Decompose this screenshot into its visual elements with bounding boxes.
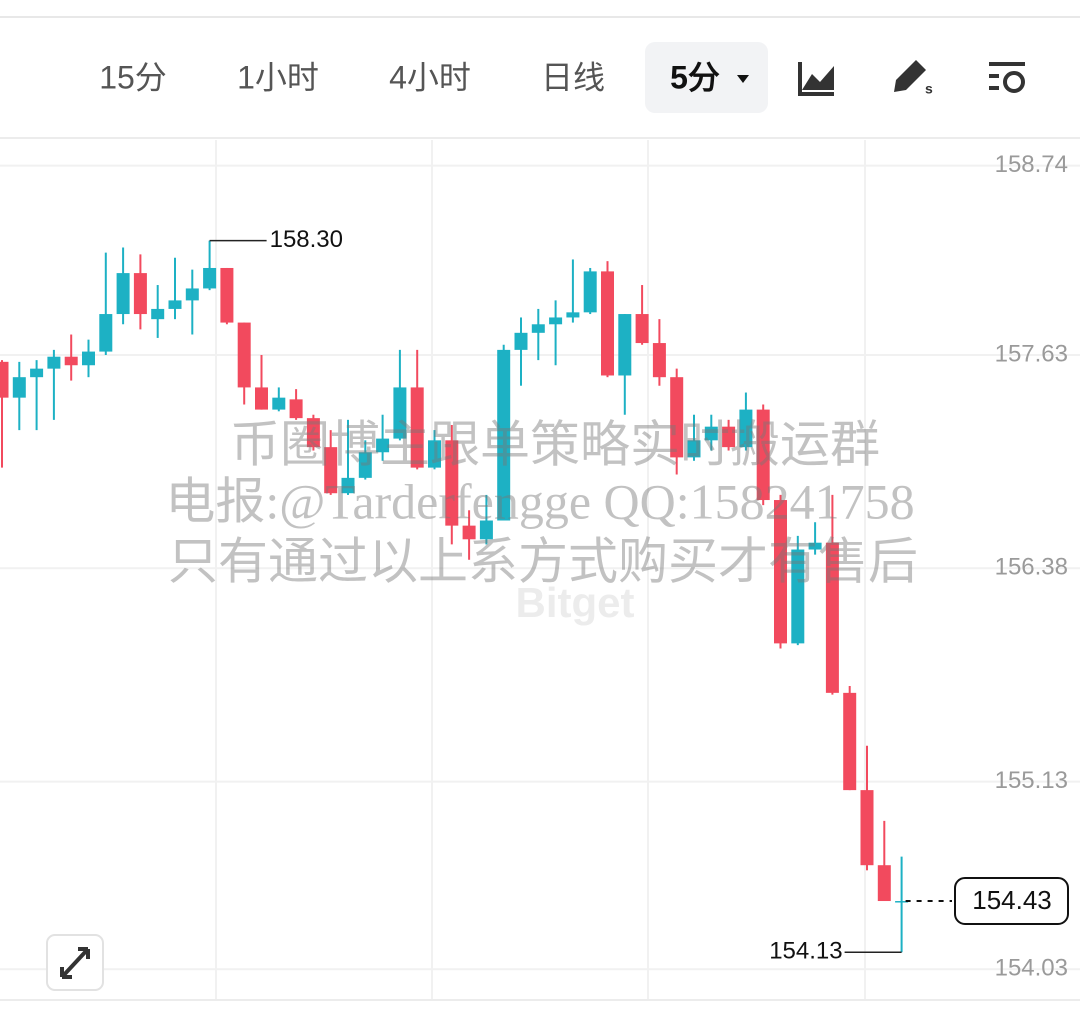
- candle-body: [428, 440, 441, 468]
- candle-body: [445, 440, 459, 526]
- candle-body: [825, 542, 839, 693]
- candle-body: [289, 399, 303, 419]
- timeframe-tab[interactable]: 4小时: [389, 59, 471, 95]
- candle-body: [358, 452, 372, 478]
- candle-body: [843, 692, 857, 791]
- candle-body: [739, 409, 753, 448]
- candle-body: [601, 271, 614, 376]
- candle-body: [774, 500, 787, 644]
- candle-body: [341, 477, 355, 494]
- settings-icon[interactable]: [989, 62, 1025, 93]
- timeframe-tab[interactable]: 日线: [541, 59, 605, 95]
- candle-body: [82, 351, 95, 366]
- candle-body: [306, 418, 320, 448]
- plot-area: 158.74 157.63 156.38 155.13 154.03 158.30 154.…: [0, 140, 1080, 1001]
- candle-body: [255, 387, 268, 410]
- candle-body: [0, 361, 9, 398]
- candle-body: [324, 447, 338, 494]
- watermark-line: 只有通过以上系方式购买才有售后: [168, 533, 918, 589]
- candle-body: [722, 426, 736, 448]
- last-price-label: 154.43: [972, 885, 1052, 915]
- candle-body: [687, 440, 701, 458]
- active-tab[interactable]: 5分: [670, 59, 720, 95]
- svg-text:s: s: [925, 81, 933, 97]
- candle-body: [30, 368, 44, 378]
- candle-body: [393, 387, 407, 439]
- candle-body: [670, 377, 684, 458]
- watermark-line: 币圈博主跟单策略实时搬运群: [230, 416, 880, 472]
- candle-body: [514, 332, 528, 350]
- candle-body: [410, 387, 424, 468]
- candle-body: [479, 520, 493, 540]
- candle-body: [583, 271, 597, 313]
- expand-button[interactable]: [46, 934, 104, 991]
- candle-body: [203, 267, 217, 289]
- watermark-line: 电报:@Tarderfengge QQ:158241758: [165, 473, 914, 529]
- candle-body: [756, 409, 770, 501]
- candle-body: [652, 343, 666, 378]
- candle-body: [185, 288, 199, 301]
- chart-type-icon[interactable]: [798, 62, 834, 96]
- candle-body: [168, 300, 182, 309]
- y-tick-label: 156.38: [995, 554, 1068, 581]
- max-marker-label: 158.30: [270, 226, 343, 253]
- candle-body: [151, 308, 165, 320]
- candle-body: [272, 397, 286, 410]
- watermark: 币圈博主跟单策略实时搬运群 电报:@Tarderfengge QQ:158241…: [165, 416, 918, 626]
- draw-tool-icon[interactable]: s: [894, 60, 933, 97]
- candle-body: [704, 426, 718, 441]
- y-tick-label: 158.74: [995, 151, 1068, 178]
- candle-body: [635, 314, 649, 344]
- candle-body: [462, 525, 476, 540]
- candle-body: [12, 377, 26, 398]
- min-marker-label: 154.13: [769, 938, 842, 965]
- candle-body: [497, 349, 511, 521]
- active-tab-bg: [645, 42, 768, 113]
- candle-body: [549, 317, 563, 325]
- candle-body: [860, 790, 874, 866]
- y-tick-label: 155.13: [995, 767, 1068, 794]
- candle-body: [877, 865, 891, 902]
- y-tick-label: 157.63: [995, 340, 1068, 367]
- dropdown-caret[interactable]: [737, 75, 749, 83]
- candle-body: [895, 901, 909, 903]
- candle-body: [64, 356, 78, 366]
- candle-body: [791, 549, 805, 644]
- candle-body: [47, 356, 61, 369]
- last-price-box: [954, 877, 1069, 926]
- candle-body: [133, 273, 147, 315]
- candle-body: [99, 314, 113, 352]
- y-tick-label: 154.03: [995, 955, 1068, 982]
- candle-body: [376, 438, 390, 453]
- candle-body: [618, 314, 632, 376]
- candle-body: [116, 273, 130, 315]
- candle-body: [808, 542, 822, 550]
- candle-body: [531, 324, 545, 333]
- logo: Bitget: [516, 579, 635, 626]
- candle-body: [220, 267, 234, 323]
- candle-body: [566, 312, 580, 318]
- timeframe-tab[interactable]: 15分: [99, 59, 167, 95]
- candle-body: [237, 322, 251, 388]
- timeframe-tab[interactable]: 1小时: [237, 59, 319, 95]
- toolbar: 5分 s: [645, 42, 1025, 113]
